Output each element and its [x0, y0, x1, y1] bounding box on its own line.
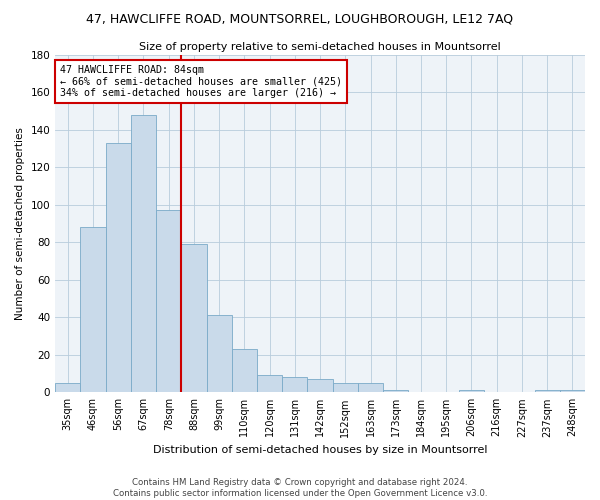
Y-axis label: Number of semi-detached properties: Number of semi-detached properties — [15, 127, 25, 320]
Bar — [282, 378, 307, 392]
Bar — [156, 210, 181, 392]
Bar — [206, 316, 232, 392]
Bar — [383, 390, 409, 392]
Bar — [232, 349, 257, 393]
Bar — [55, 383, 80, 392]
Bar — [332, 383, 358, 392]
Text: 47 HAWCLIFFE ROAD: 84sqm
← 66% of semi-detached houses are smaller (425)
34% of : 47 HAWCLIFFE ROAD: 84sqm ← 66% of semi-d… — [61, 65, 343, 98]
Bar — [106, 143, 131, 392]
Text: 47, HAWCLIFFE ROAD, MOUNTSORREL, LOUGHBOROUGH, LE12 7AQ: 47, HAWCLIFFE ROAD, MOUNTSORREL, LOUGHBO… — [86, 12, 514, 26]
X-axis label: Distribution of semi-detached houses by size in Mountsorrel: Distribution of semi-detached houses by … — [153, 445, 487, 455]
Title: Size of property relative to semi-detached houses in Mountsorrel: Size of property relative to semi-detach… — [139, 42, 501, 52]
Bar — [459, 390, 484, 392]
Bar — [181, 244, 206, 392]
Bar — [257, 376, 282, 392]
Bar — [307, 379, 332, 392]
Bar — [358, 383, 383, 392]
Bar — [80, 227, 106, 392]
Bar — [535, 390, 560, 392]
Bar — [560, 390, 585, 392]
Bar — [131, 114, 156, 392]
Text: Contains HM Land Registry data © Crown copyright and database right 2024.
Contai: Contains HM Land Registry data © Crown c… — [113, 478, 487, 498]
